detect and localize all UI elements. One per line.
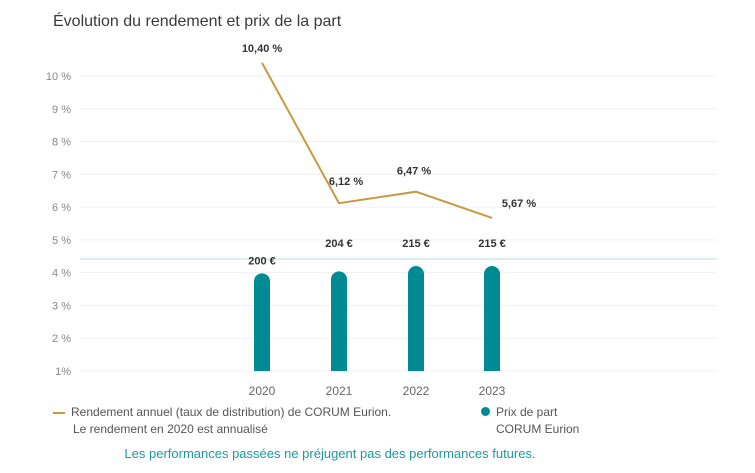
y-tick-label: 6 %: [52, 202, 71, 214]
x-tick-label: 2022: [403, 384, 430, 398]
legend-bar-dot-icon: [481, 407, 490, 416]
y-tick-label: 2 %: [52, 333, 71, 345]
bar: [331, 271, 347, 371]
y-tick-label: 4 %: [52, 268, 71, 280]
y-tick-label: 3 %: [52, 300, 71, 312]
yield-line: [261, 62, 493, 219]
yield-value-label: 5,67 %: [502, 198, 536, 210]
bar: [484, 266, 500, 371]
bar-value-label: 215 €: [478, 238, 506, 250]
y-tick-label: 9 %: [52, 104, 71, 116]
bar-value-label: 215 €: [402, 238, 430, 250]
y-tick-label: 5 %: [52, 235, 71, 247]
x-tick-label: 2021: [326, 384, 353, 398]
yield-value-label: 10,40 %: [242, 43, 283, 55]
x-tick-label: 2020: [249, 384, 276, 398]
legend-line-swatch-icon: [53, 411, 65, 414]
y-tick-label: 1%: [55, 366, 71, 378]
y-tick-label: 10 %: [46, 71, 71, 83]
legend-bar: Prix de part CORUM Eurion: [481, 404, 579, 438]
bar: [254, 273, 270, 371]
legend-line: Rendement annuel (taux de distribution) …: [53, 404, 391, 438]
chart-title: Évolution du rendement et prix de la par…: [53, 13, 342, 30]
legend-bar-label-2: CORUM Eurion: [496, 422, 580, 436]
legend-line-label: Rendement annuel (taux de distribution) …: [71, 405, 392, 419]
bar: [408, 266, 424, 371]
y-tick-label: 7 %: [52, 169, 71, 181]
yield-value-label: 6,47 %: [397, 166, 431, 178]
legend-line-note: Le rendement en 2020 est annualisé: [73, 422, 268, 436]
bar-value-label: 200 €: [248, 255, 276, 267]
footnote: Les performances passées ne préjugent pa…: [124, 446, 536, 461]
bar-value-label: 204 €: [325, 238, 353, 250]
y-tick-label: 8 %: [52, 137, 71, 149]
x-tick-label: 2023: [479, 384, 506, 398]
yield-value-label: 6,12 %: [329, 176, 363, 188]
legend-bar-label: Prix de part: [496, 405, 558, 419]
